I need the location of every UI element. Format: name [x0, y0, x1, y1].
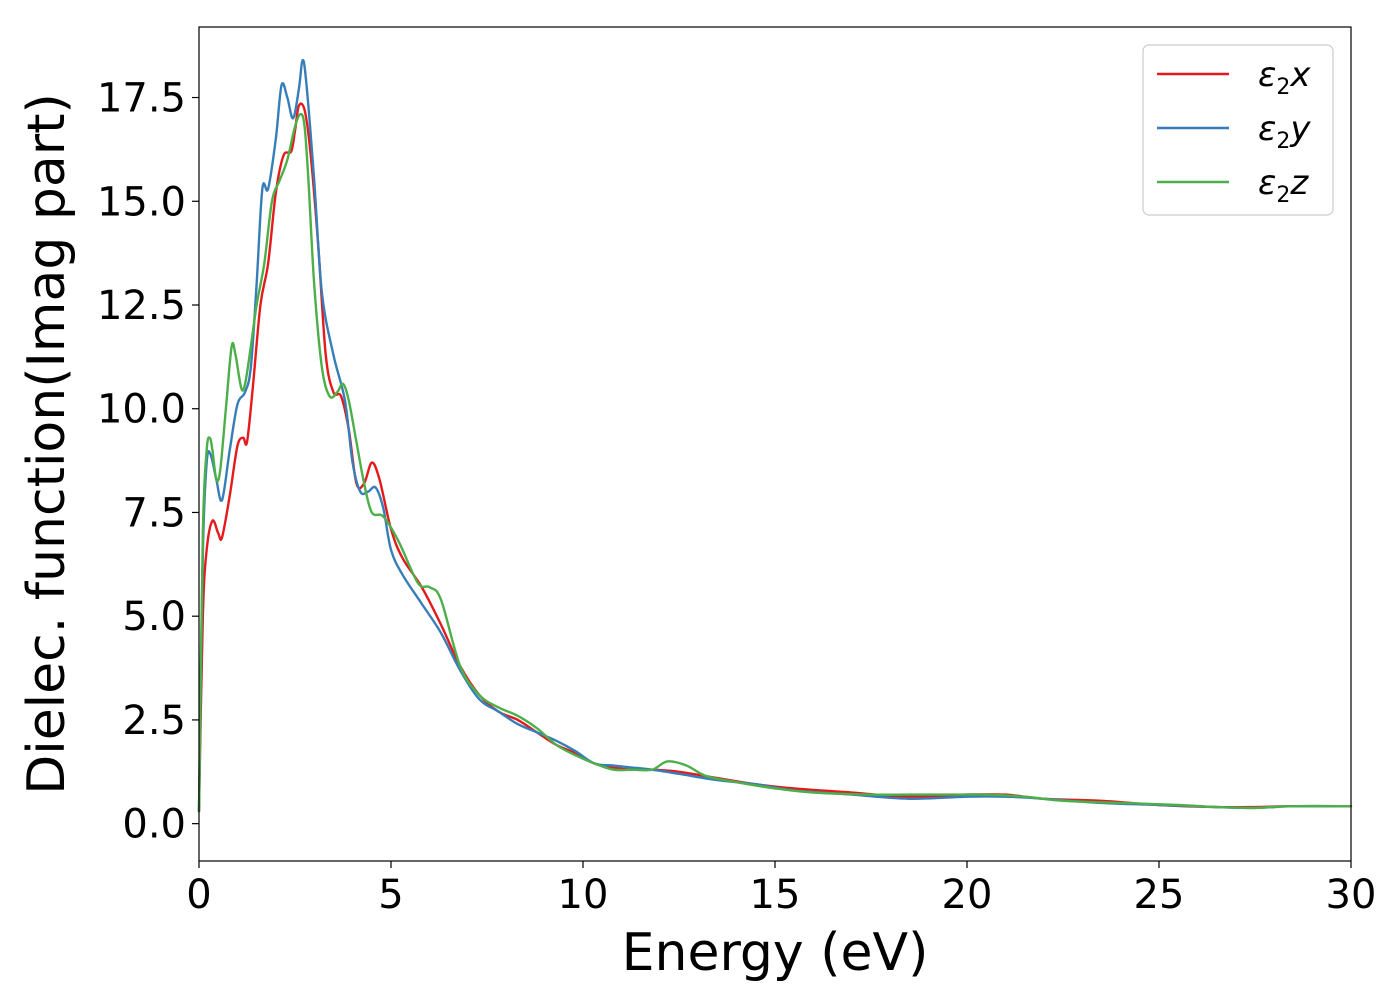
legend-symbol: ε [1258, 55, 1276, 95]
x-axis-title: Energy (eV) [622, 923, 929, 983]
y-axis-title: Dielec. function(Imag part) [17, 93, 77, 795]
legend-subscript: 2 [1276, 183, 1290, 208]
series-line-z [197, 112, 1353, 813]
x-tick-label: 20 [942, 872, 993, 918]
y-tick-label: 0.0 [122, 802, 186, 848]
x-tick-label: 30 [1326, 872, 1377, 918]
legend-suffix: x [1289, 55, 1311, 95]
y-tick-label: 10.0 [97, 387, 186, 433]
x-tick-label: 0 [186, 872, 211, 918]
legend-subscript: 2 [1276, 75, 1290, 100]
y-tick-label: 5.0 [122, 594, 186, 640]
legend-box [1142, 44, 1334, 216]
legend-label-z: ε2z [1258, 163, 1309, 208]
y-tick-label: 7.5 [122, 490, 186, 536]
legend-label-y: ε2y [1258, 109, 1311, 154]
y-tick-label: 2.5 [122, 698, 186, 744]
x-tick-label: 10 [558, 872, 609, 918]
x-tick-label: 5 [378, 872, 403, 918]
legend-symbol: ε [1258, 109, 1276, 149]
x-axis: 0 5 10 15 20 25 30 [186, 861, 1376, 918]
legend-label-x: ε2x [1258, 55, 1311, 100]
legend-suffix: z [1289, 163, 1309, 203]
legend-subscript: 2 [1276, 129, 1290, 154]
y-tick-label: 12.5 [97, 283, 186, 329]
y-axis: 0.0 2.5 5.0 7.5 10.0 12.5 15.0 17.5 [97, 76, 199, 848]
x-tick-label: 15 [750, 872, 801, 918]
legend-symbol: ε [1258, 163, 1276, 203]
legend-suffix: y [1289, 109, 1311, 149]
x-tick-label: 25 [1134, 872, 1185, 918]
series-layer [197, 58, 1353, 813]
y-tick-label: 15.0 [97, 179, 186, 225]
series-line-x [197, 102, 1353, 813]
y-tick-label: 17.5 [97, 76, 186, 122]
